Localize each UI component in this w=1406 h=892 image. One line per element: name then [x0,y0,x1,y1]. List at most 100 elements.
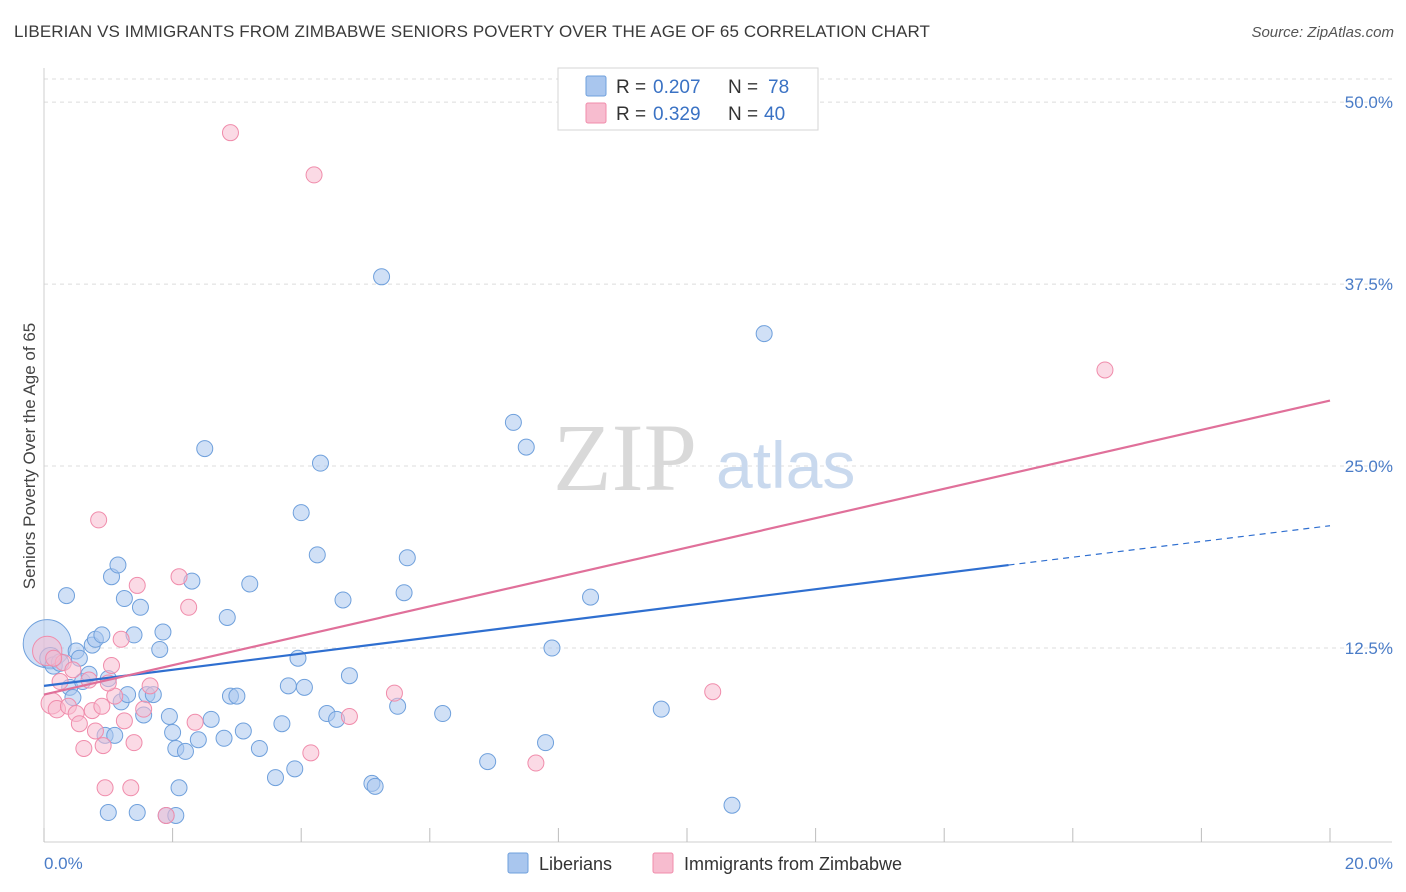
liberians-point-48 [286,760,304,778]
zimbabwe-point-33 [340,707,358,725]
liberians-point-43 [241,575,259,593]
zimbabwe-trend-line [43,399,1331,696]
liberians-point-47 [279,677,297,695]
zimbabwe-point-29 [186,713,204,731]
zimbabwe-point-3 [51,673,69,691]
x-tick-label-0: 0.0% [44,854,83,873]
liberians-point-44 [250,739,268,757]
legend-n-value-1: 78 [768,77,789,98]
zimbabwe-point-19 [112,630,130,648]
bottom-legend-label-zimbabwe: Immigrants from Zimbabwe [684,854,902,874]
legend-n-label-2: N = [728,104,758,125]
liberians-point-57 [340,667,358,685]
legend-swatch-pink [585,102,607,124]
zimbabwe-point-36 [704,683,722,701]
liberians-point-42 [234,722,252,740]
bottom-legend-swatch-zimbabwe [652,852,674,874]
liberians-trend-extension [1008,525,1331,566]
liberians-point-75 [128,804,146,822]
zimbabwe-point-34 [385,684,403,702]
zimbabwe-point-9 [75,739,93,757]
liberians-point-33 [176,742,194,760]
liberians-point-4 [58,587,76,605]
liberians-point-17 [106,726,124,744]
x-tick-label-1: 20.0% [1345,854,1393,873]
zimbabwe-point-20 [115,712,133,730]
liberians-point-36 [196,440,214,458]
liberians-point-73 [755,325,773,343]
liberians-point-56 [334,591,352,609]
watermark: ZIP atlas [553,404,855,511]
liberians-point-29 [160,707,178,725]
axes [43,68,1392,843]
zimbabwe-point-31 [302,744,320,762]
zimbabwe-point-30 [221,124,239,142]
zimbabwe-point-28 [180,598,198,616]
liberians-point-68 [537,734,555,752]
zimbabwe-point-32 [305,166,323,184]
chart-title: LIBERIAN VS IMMIGRANTS FROM ZIMBABWE SEN… [14,22,931,41]
liberians-point-62 [395,584,413,602]
liberians-point-52 [308,546,326,564]
liberians-point-64 [434,705,452,723]
liberians-point-63 [398,549,416,567]
liberians-point-13 [93,626,111,644]
zimbabwe-point-37 [1096,361,1114,379]
liberians-point-72 [723,796,741,814]
zimbabwe-point-16 [96,779,114,797]
legend-r-value-1: 0.207 [653,77,701,98]
zimbabwe-point-38 [45,649,63,667]
liberians-point-50 [292,504,310,522]
liberians-trend-line [43,563,1009,687]
y-tick-label-2: 37.5% [1345,275,1393,294]
liberians-point-37 [202,710,220,728]
liberians-point-53 [311,454,329,472]
bottom-legend-label-liberians: Liberians [539,854,612,874]
zimbabwe-point-17 [103,656,121,674]
legend-n-label-1: N = [728,77,758,98]
liberians-point-60 [373,268,391,286]
series-legend: Liberians Immigrants from Zimbabwe [507,852,902,874]
liberians-point-69 [543,639,561,657]
zimbabwe-point-21 [122,779,140,797]
zimbabwe-point-22 [125,734,143,752]
liberians-point-66 [504,413,522,431]
liberians-point-38 [215,729,233,747]
zimbabwe-point-25 [141,677,159,695]
liberians-point-41 [228,687,246,705]
liberians-point-70 [582,588,600,606]
y-tick-label-3: 50.0% [1345,93,1393,112]
liberians-point-71 [652,700,670,718]
liberians-point-32 [170,779,188,797]
liberians-point-65 [479,753,497,771]
zimbabwe-point-13 [90,511,108,529]
liberians-point-67 [517,438,535,456]
liberians-point-27 [151,640,169,658]
source-label: Source: ZipAtlas.com [1251,24,1394,41]
legend-r-label-2: R = [616,104,646,125]
liberians-point-74 [99,804,117,822]
y-tick-label-1: 25.0% [1345,457,1393,476]
liberians-point-20 [115,590,133,608]
correlation-legend: R = 0.207 N = 78 R = 0.329 N = 40 [557,67,819,131]
zimbabwe-point-26 [157,806,175,824]
zimbabwe-point-8 [70,715,88,733]
liberians-point-23 [131,598,149,616]
tick-labels: 12.5% 25.0% 37.5% 50.0% 0.0% 20.0% [44,93,1393,873]
zimbabwe-point-35 [527,754,545,772]
liberians-point-35 [189,731,207,749]
watermark-zip: ZIP [553,404,697,511]
zimbabwe-point-12 [86,722,104,740]
zimbabwe-point-14 [93,697,111,715]
liberians-point-51 [295,678,313,696]
trend-lines [43,399,1331,696]
liberians-point-39 [218,608,236,626]
y-tick-label-0: 12.5% [1345,639,1393,658]
zimbabwe-points [32,124,1114,824]
watermark-atlas: atlas [716,428,855,502]
legend-n-value-2: 40 [764,104,785,125]
zimbabwe-point-27 [170,568,188,586]
zimbabwe-point-6 [64,661,82,679]
legend-r-value-2: 0.329 [653,104,701,125]
